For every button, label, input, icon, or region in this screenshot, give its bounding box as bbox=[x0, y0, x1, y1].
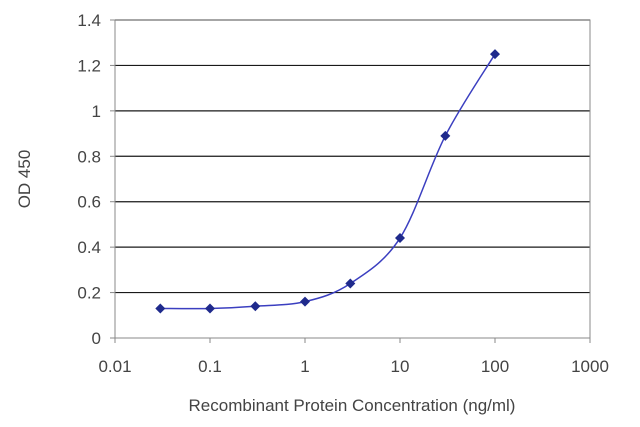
x-tick-label: 1 bbox=[300, 357, 309, 376]
x-tick-label: 10 bbox=[391, 357, 410, 376]
gridlines bbox=[115, 19, 590, 294]
x-tick-label: 1000 bbox=[571, 357, 609, 376]
data-points bbox=[155, 49, 500, 314]
y-tick-label: 1.4 bbox=[77, 11, 101, 30]
data-point-marker bbox=[155, 303, 166, 314]
y-tick-label: 0.2 bbox=[77, 284, 101, 303]
y-tick-label: 1 bbox=[92, 102, 101, 121]
data-point-marker bbox=[250, 301, 261, 312]
data-point-marker bbox=[345, 278, 356, 289]
y-tick-label: 0.6 bbox=[77, 193, 101, 212]
y-axis-title: OD 450 bbox=[15, 150, 34, 209]
data-point-marker bbox=[490, 49, 500, 60]
y-tick-label: 0 bbox=[92, 329, 101, 348]
data-point-marker bbox=[300, 296, 310, 307]
y-tick-label: 0.4 bbox=[77, 238, 101, 257]
data-point-marker bbox=[440, 130, 451, 141]
x-axis-title: Recombinant Protein Concentration (ng/ml… bbox=[189, 396, 516, 415]
x-tick-label: 0.1 bbox=[198, 357, 222, 376]
data-point-marker bbox=[395, 233, 405, 244]
x-tick-label: 0.01 bbox=[98, 357, 131, 376]
y-tick-label: 0.8 bbox=[77, 147, 101, 166]
y-axis: 0 0.2 0.4 0.6 0.8 1 1.2 1.4 bbox=[77, 11, 115, 348]
data-point-marker bbox=[205, 303, 215, 314]
series-line bbox=[160, 53, 496, 310]
plot-frame bbox=[114, 19, 591, 339]
x-tick-label: 100 bbox=[481, 357, 509, 376]
x-axis: 0.01 0.1 1 10 100 1000 bbox=[98, 338, 609, 376]
y-tick-label: 1.2 bbox=[77, 56, 101, 75]
